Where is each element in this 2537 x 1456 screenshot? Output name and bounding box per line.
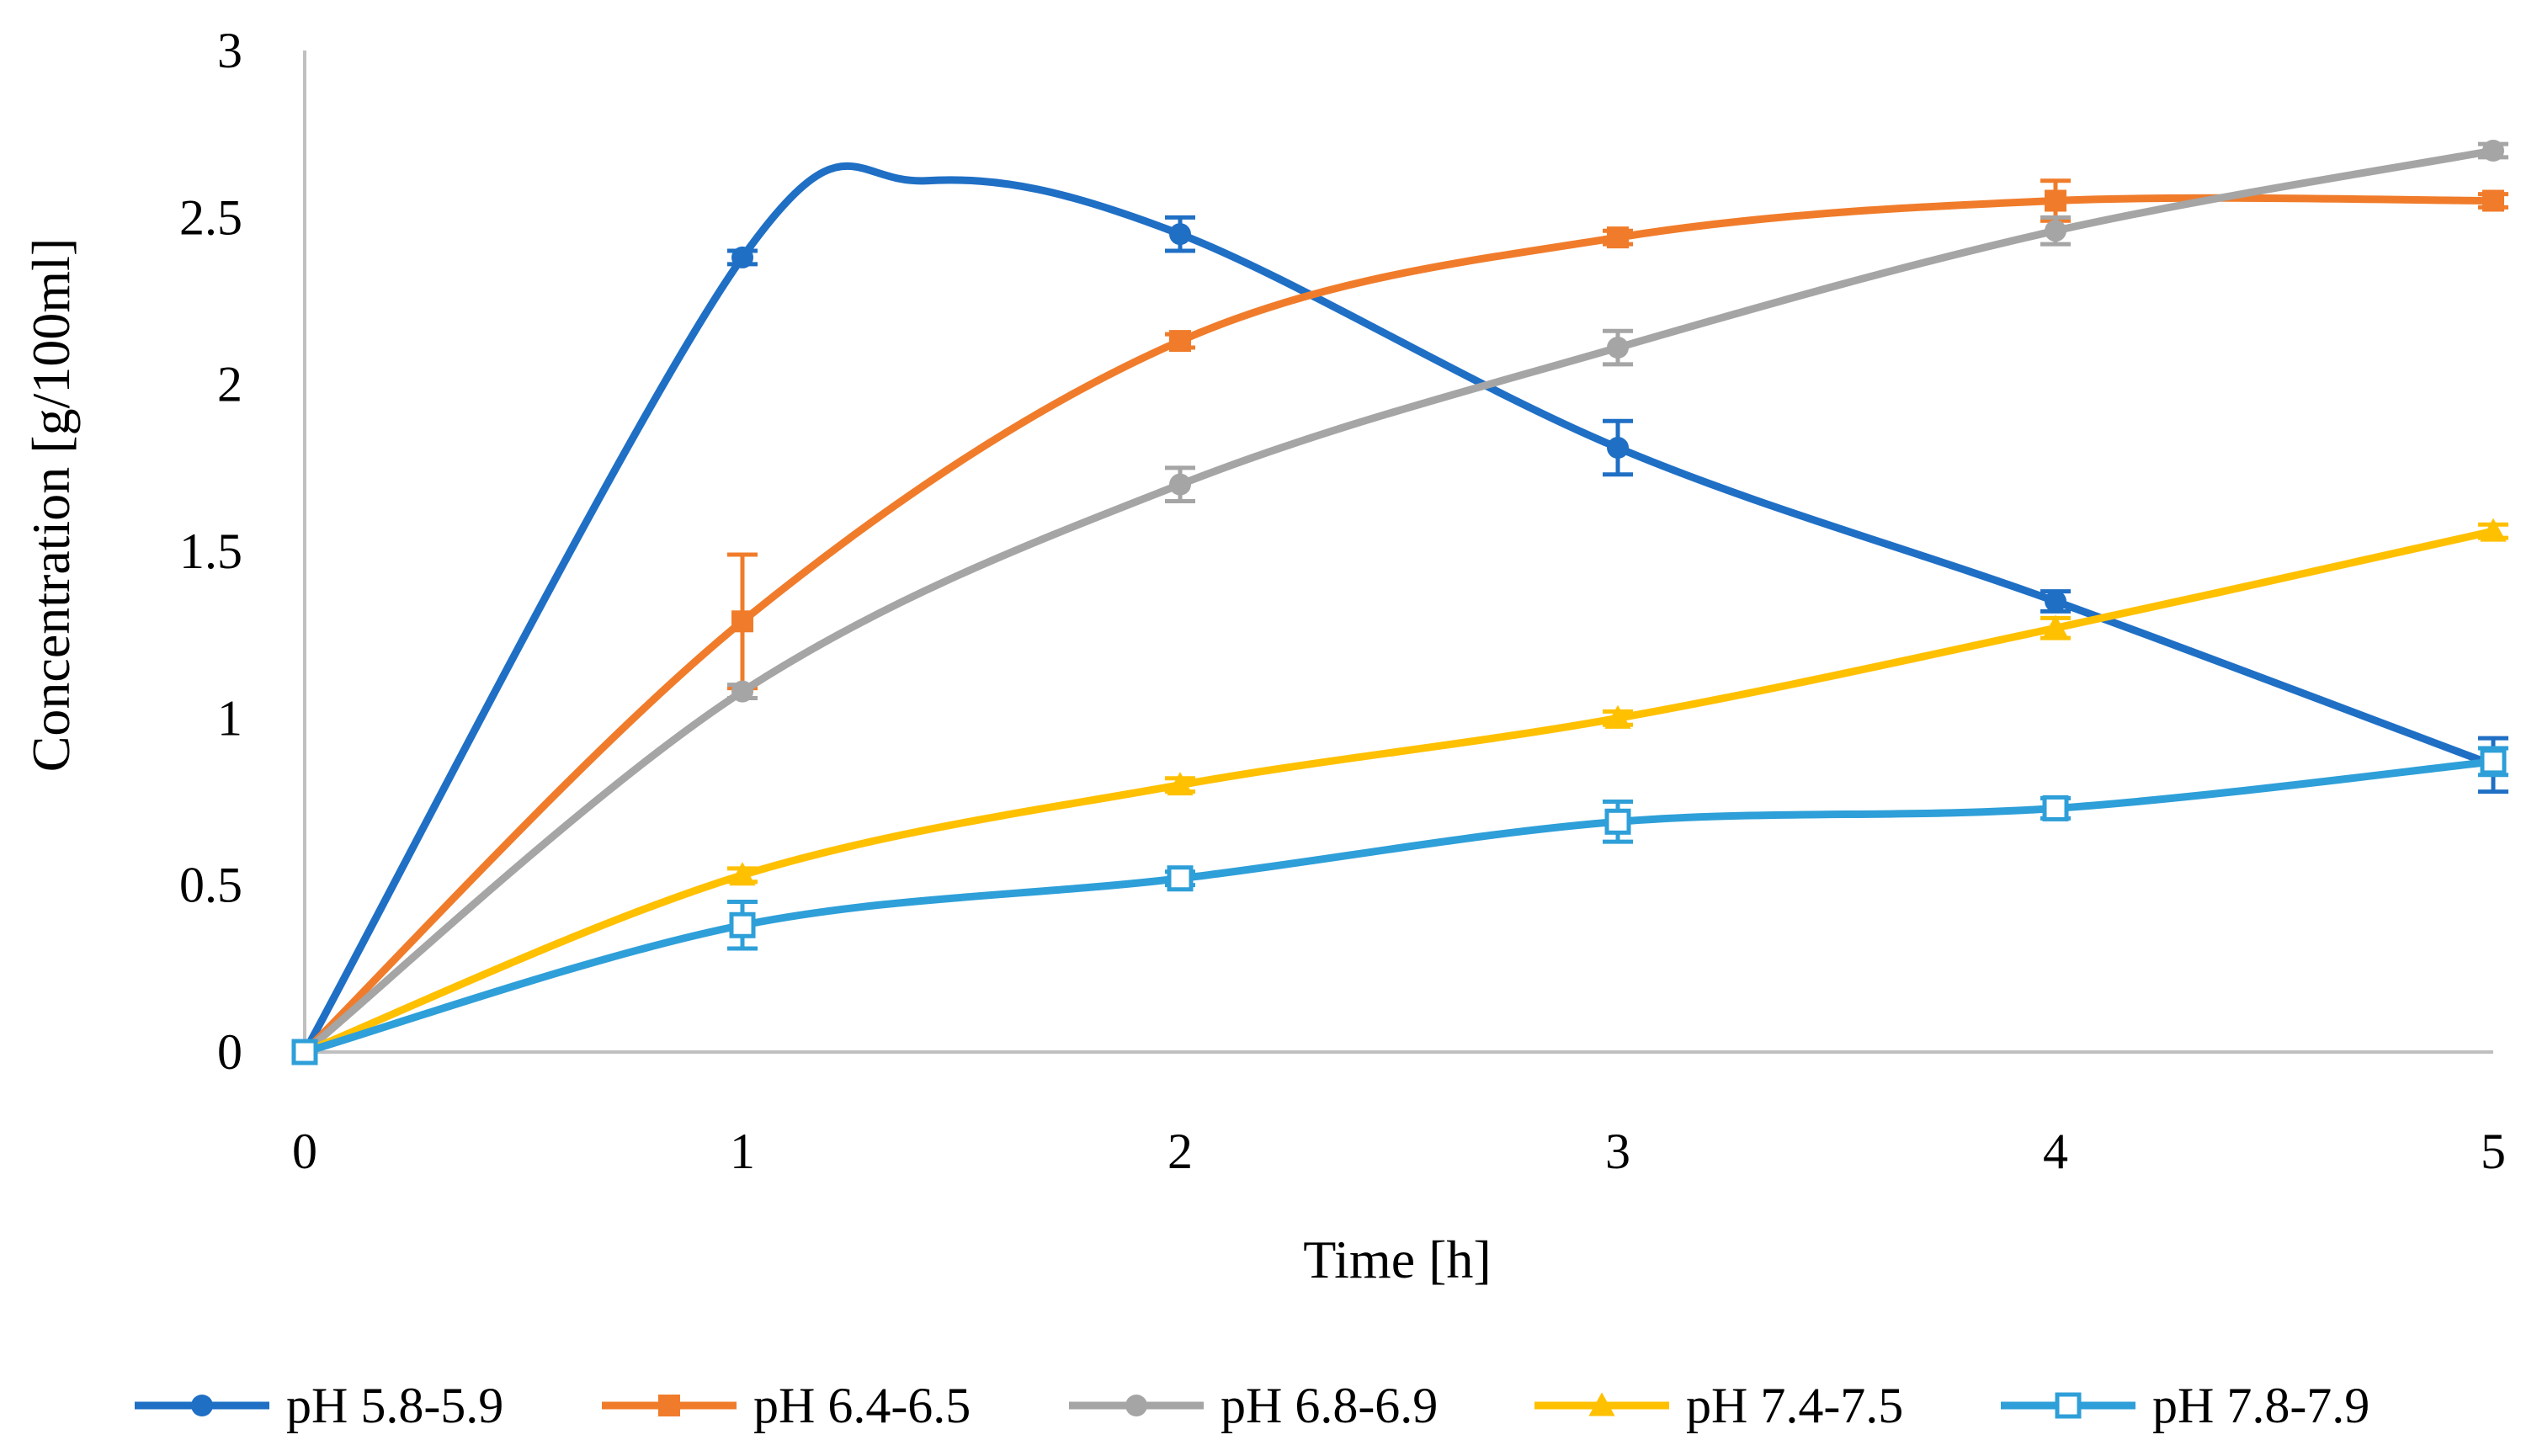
data-point [729,911,756,938]
data-point [2042,794,2069,821]
y-tick-label: 2.5 [179,189,242,245]
x-tick-label: 5 [2481,1124,2506,1179]
series-line [301,146,2497,1056]
legend-label: pH 5.8-5.9 [286,1378,503,1433]
y-tick-label: 3 [217,23,242,78]
data-point [1169,330,1191,353]
legend-item-2[interactable]: pH 6.4-6.5 [602,1378,971,1433]
x-tick-label: 0 [292,1124,317,1179]
legend-label: pH 6.8-6.9 [1221,1378,1438,1433]
y-tick-label: 1 [217,690,242,746]
x-tick-label: 1 [730,1124,755,1179]
series-line [301,162,2497,1056]
x-tick-label: 3 [1605,1124,1630,1179]
data-point [2482,189,2504,212]
series-layer [291,140,2508,1065]
x-tick-labels: 0 1 2 3 4 5 [292,1124,2506,1179]
data-point [729,862,756,886]
data-point [731,680,753,703]
y-tick-label: 1.5 [179,523,242,579]
series-line [301,194,2497,1056]
legend-label: pH 7.8-7.9 [2152,1378,2369,1433]
data-point [1169,223,1191,246]
y-tick-label: 0.5 [179,858,242,913]
legend-label: pH 7.4-7.5 [1686,1378,1903,1433]
legend-item-5[interactable]: pH 7.8-7.9 [2001,1378,2369,1433]
series-line [301,757,2497,1056]
data-point [1604,704,1631,729]
data-point [1607,437,1629,460]
legend-swatch-marker [2055,1392,2082,1419]
data-point [731,246,753,268]
data-point [1607,337,1629,359]
y-tick-label: 0 [217,1024,242,1080]
legend-swatch-marker [191,1395,213,1416]
series-line [301,527,2497,1056]
x-tick-label: 4 [2043,1124,2068,1179]
legend-item-4[interactable]: pH 7.4-7.5 [1534,1378,1903,1433]
data-point [1607,226,1629,249]
data-point [291,1039,318,1065]
data-point [2480,518,2507,542]
series-1 [294,162,2508,1063]
data-point [1167,865,1194,892]
legend[interactable]: pH 5.8-5.9 pH 6.4-6.5 pH 6.8-6.9 pH 7.4-7.5… [135,1378,2369,1433]
legend-label: pH 6.4-6.5 [753,1378,971,1433]
data-point [2482,140,2504,162]
series-3 [294,140,2508,1063]
y-tick-labels: 0 0.5 1 1.5 2 2.5 3 [179,23,242,1080]
data-point [2042,614,2069,639]
y-tick-label: 2 [217,357,242,412]
x-axis-title: Time [h] [1303,1230,1491,1289]
data-point [1604,808,1631,835]
data-point [2045,220,2066,242]
data-point [2045,189,2066,212]
data-point [731,610,753,633]
data-point [1167,772,1194,796]
series-5 [291,746,2508,1065]
legend-swatch-marker [1588,1392,1615,1416]
y-axis-title: Concentration [g/100ml] [21,238,81,773]
legend-swatch-marker [658,1395,680,1416]
legend-item-3[interactable]: pH 6.8-6.9 [1069,1378,1438,1433]
data-point [1169,473,1191,496]
series-4 [291,518,2508,1063]
legend-item-1[interactable]: pH 5.8-5.9 [135,1378,503,1433]
x-tick-label: 2 [1167,1124,1193,1179]
series-2 [294,178,2508,1063]
legend-swatch-marker [1125,1395,1147,1416]
data-point [2045,590,2066,613]
data-point [2480,748,2507,775]
